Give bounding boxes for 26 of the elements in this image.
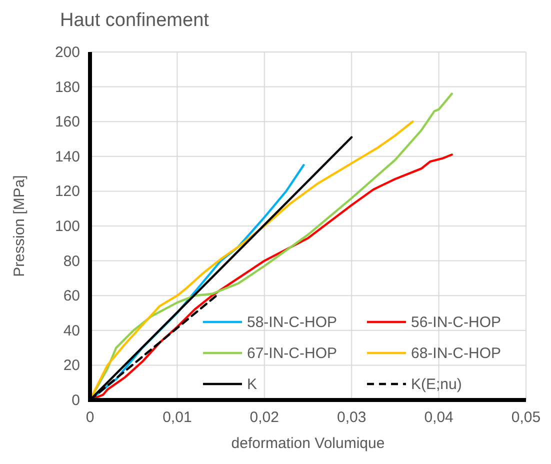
y-tick-label: 120	[54, 183, 80, 200]
y-tick-label: 200	[54, 44, 80, 61]
x-tick-label: 0,03	[337, 409, 366, 426]
y-tick-label: 160	[54, 114, 80, 131]
legend-label: 56-IN-C-HOP	[411, 314, 502, 331]
legend-label: 67-IN-C-HOP	[247, 345, 338, 362]
y-axis-title: Pression [MPa]	[11, 175, 28, 277]
legend-label: 58-IN-C-HOP	[247, 314, 338, 331]
chart-title: Haut confinement	[60, 10, 210, 31]
y-tick-label: 20	[63, 357, 80, 374]
legend-label: K	[247, 376, 258, 393]
y-tick-label: 80	[63, 252, 80, 270]
legend-label: K(E;nu)	[411, 376, 462, 393]
y-tick-label: 100	[54, 218, 80, 235]
y-tick-label: 180	[54, 78, 80, 96]
x-axis-title: deformation Volumique	[231, 435, 385, 452]
y-tick-label: 60	[63, 288, 80, 305]
y-tick-label: 40	[63, 322, 80, 340]
x-tick-label: 0	[86, 409, 94, 426]
x-tick-label: 0,01	[162, 409, 192, 426]
x-tick-label: 0,02	[250, 409, 279, 426]
y-tick-label: 0	[72, 392, 80, 409]
y-tick-label: 140	[54, 148, 80, 166]
x-tick-label: 0,05	[511, 409, 541, 426]
x-tick-label: 0,04	[424, 409, 454, 426]
legend-label: 68-IN-C-HOP	[411, 345, 502, 362]
